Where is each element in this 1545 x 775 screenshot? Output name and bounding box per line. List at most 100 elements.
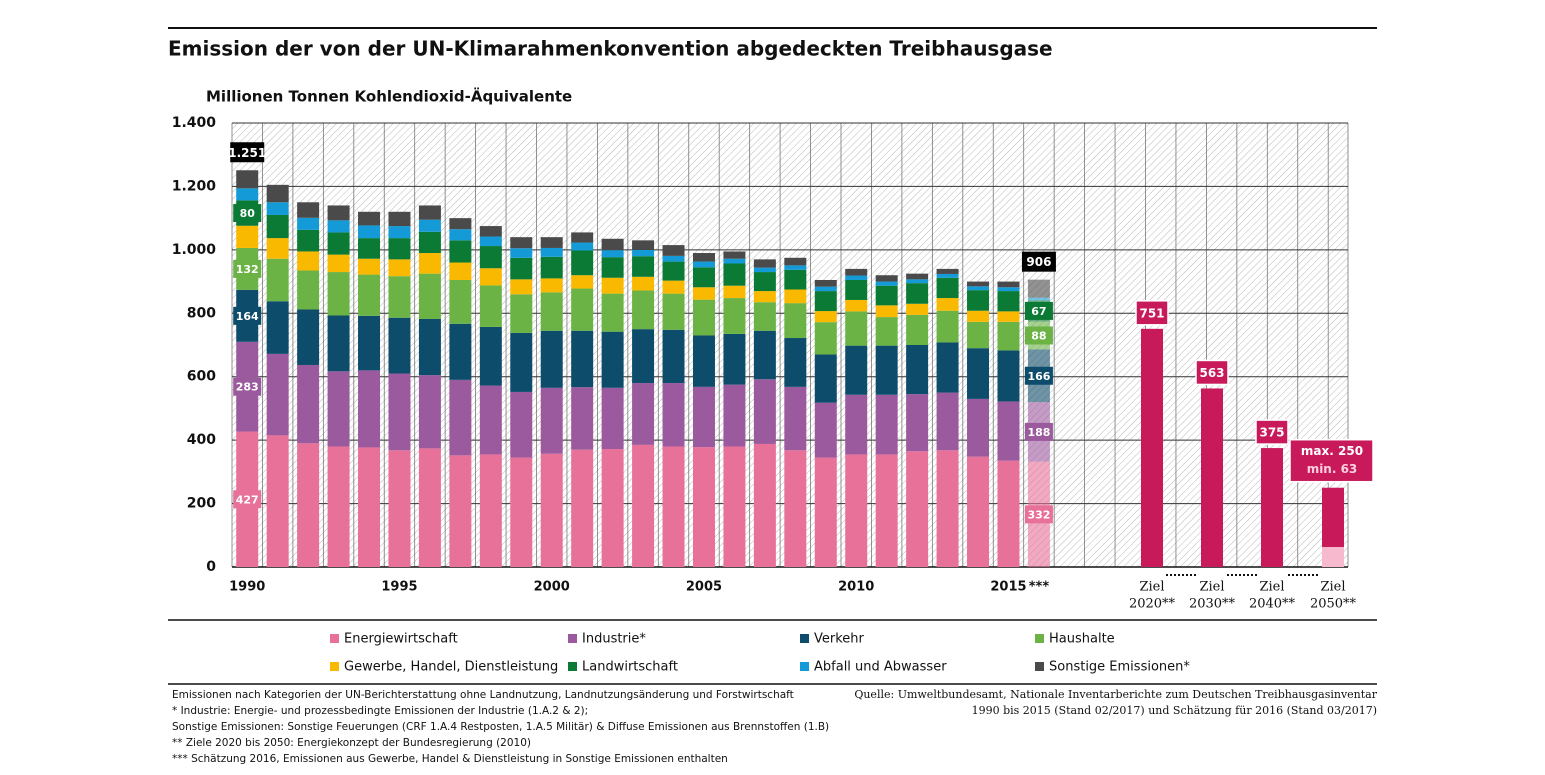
bar-segment	[967, 348, 990, 399]
bar-segment	[753, 259, 776, 268]
x-tick-label: Ziel	[1139, 580, 1164, 595]
bar-segment	[875, 275, 898, 282]
bar-segment	[479, 385, 502, 455]
bar-segment	[449, 455, 472, 567]
bar-segment	[814, 311, 837, 323]
bar-segment	[449, 379, 472, 456]
bar-segment	[723, 298, 746, 334]
bar-segment	[510, 237, 533, 249]
x-tick-label: 2050**	[1310, 597, 1357, 612]
bar-segment	[236, 188, 259, 201]
bar-segment	[997, 350, 1020, 402]
bar-segment	[662, 446, 685, 567]
bar-segment	[997, 321, 1020, 351]
bar-segment	[906, 451, 929, 567]
target-label-box	[1289, 438, 1374, 483]
bar-segment	[358, 211, 381, 226]
bar-segment	[662, 255, 685, 262]
bar-segment	[784, 303, 807, 339]
bar-segment	[358, 225, 381, 239]
bar-segment	[388, 226, 411, 239]
note: * Industrie: Energie- und prozessbedingt…	[172, 705, 588, 717]
legend-label: Energiewirtschaft	[344, 632, 458, 647]
x-tick-label: Ziel	[1259, 580, 1284, 595]
bar-segment	[479, 236, 502, 247]
bar-segment	[358, 258, 381, 275]
bar-segment	[723, 446, 746, 567]
bar-segment	[327, 446, 350, 567]
data-label-box	[233, 259, 262, 278]
x-tick-label: 2000	[534, 580, 570, 595]
bar-segment	[540, 237, 563, 248]
bar-segment	[571, 250, 594, 276]
bar-segment	[388, 450, 411, 567]
bar-segment	[753, 330, 776, 380]
bar-segment	[936, 277, 959, 299]
bar-segment	[479, 326, 502, 386]
legend-swatch	[800, 662, 809, 671]
bar-segment	[358, 238, 381, 259]
y-tick-label: 400	[187, 432, 216, 448]
target-label-box	[1195, 359, 1229, 386]
bar-segment	[449, 279, 472, 324]
chart-title: Emission der von der UN-Klimarahmenkonve…	[168, 37, 1053, 61]
bar-segment	[540, 453, 563, 567]
bar-segment	[510, 457, 533, 567]
bar-segment	[479, 246, 502, 269]
legend-label: Gewerbe, Handel, Dienstleistung	[344, 660, 558, 675]
bar-segment	[723, 251, 746, 259]
bar-segment	[936, 268, 959, 274]
bar-segment	[845, 394, 868, 455]
bar-segment	[875, 305, 898, 318]
data-label: 132	[236, 263, 259, 276]
bar-segment	[297, 217, 320, 230]
bar-segment	[967, 321, 990, 349]
bar-segment	[632, 329, 655, 384]
bar-segment	[449, 218, 472, 230]
bar-segment	[327, 315, 350, 372]
bar-segment	[814, 291, 837, 312]
legend-swatch	[1035, 634, 1044, 643]
target-bar	[1201, 388, 1223, 567]
bar-segment	[692, 447, 715, 567]
legend-label: Industrie*	[582, 632, 646, 647]
bar-segment	[571, 242, 594, 251]
bar-segment	[479, 285, 502, 327]
bar-segment	[845, 275, 868, 280]
bar-segment	[540, 330, 563, 388]
note: Emissionen nach Kategorien der UN-Berich…	[172, 689, 794, 701]
bar-segment	[601, 250, 624, 258]
bar-segment	[297, 309, 320, 365]
bar-segment	[814, 322, 837, 355]
legend-swatch	[330, 662, 339, 671]
target-label-box	[1255, 419, 1289, 445]
bar-segment	[327, 371, 350, 447]
bar-segment	[753, 291, 776, 303]
bar-segment	[753, 443, 776, 567]
bar-segment	[753, 267, 776, 273]
data-label-box	[1024, 326, 1053, 345]
bar-segment	[540, 278, 563, 293]
bar-segment	[632, 383, 655, 445]
bar-segment	[632, 256, 655, 277]
data-label: 88	[1031, 329, 1046, 342]
bar-segment	[297, 364, 320, 444]
bar-segment	[906, 314, 929, 345]
bar-segment	[327, 205, 350, 221]
bar-segment	[936, 273, 959, 278]
bar-segment	[692, 386, 715, 448]
bar-segment	[814, 402, 837, 458]
data-label: 164	[236, 310, 259, 323]
data-label: 80	[240, 207, 256, 220]
bar-segment	[845, 454, 868, 567]
bar-segment	[236, 225, 259, 248]
y-tick-label: 600	[187, 369, 216, 385]
bar-segment	[358, 370, 381, 448]
y-tick-label: 1.200	[172, 178, 217, 194]
target-label: max. 250	[1301, 444, 1363, 458]
bar-segment	[662, 245, 685, 256]
y-axis-label: Millionen Tonnen Kohlendioxid-Äquivalent…	[206, 87, 572, 106]
bar-segment	[449, 323, 472, 380]
bar-segment	[358, 274, 381, 316]
total-label: 906	[1026, 255, 1051, 269]
